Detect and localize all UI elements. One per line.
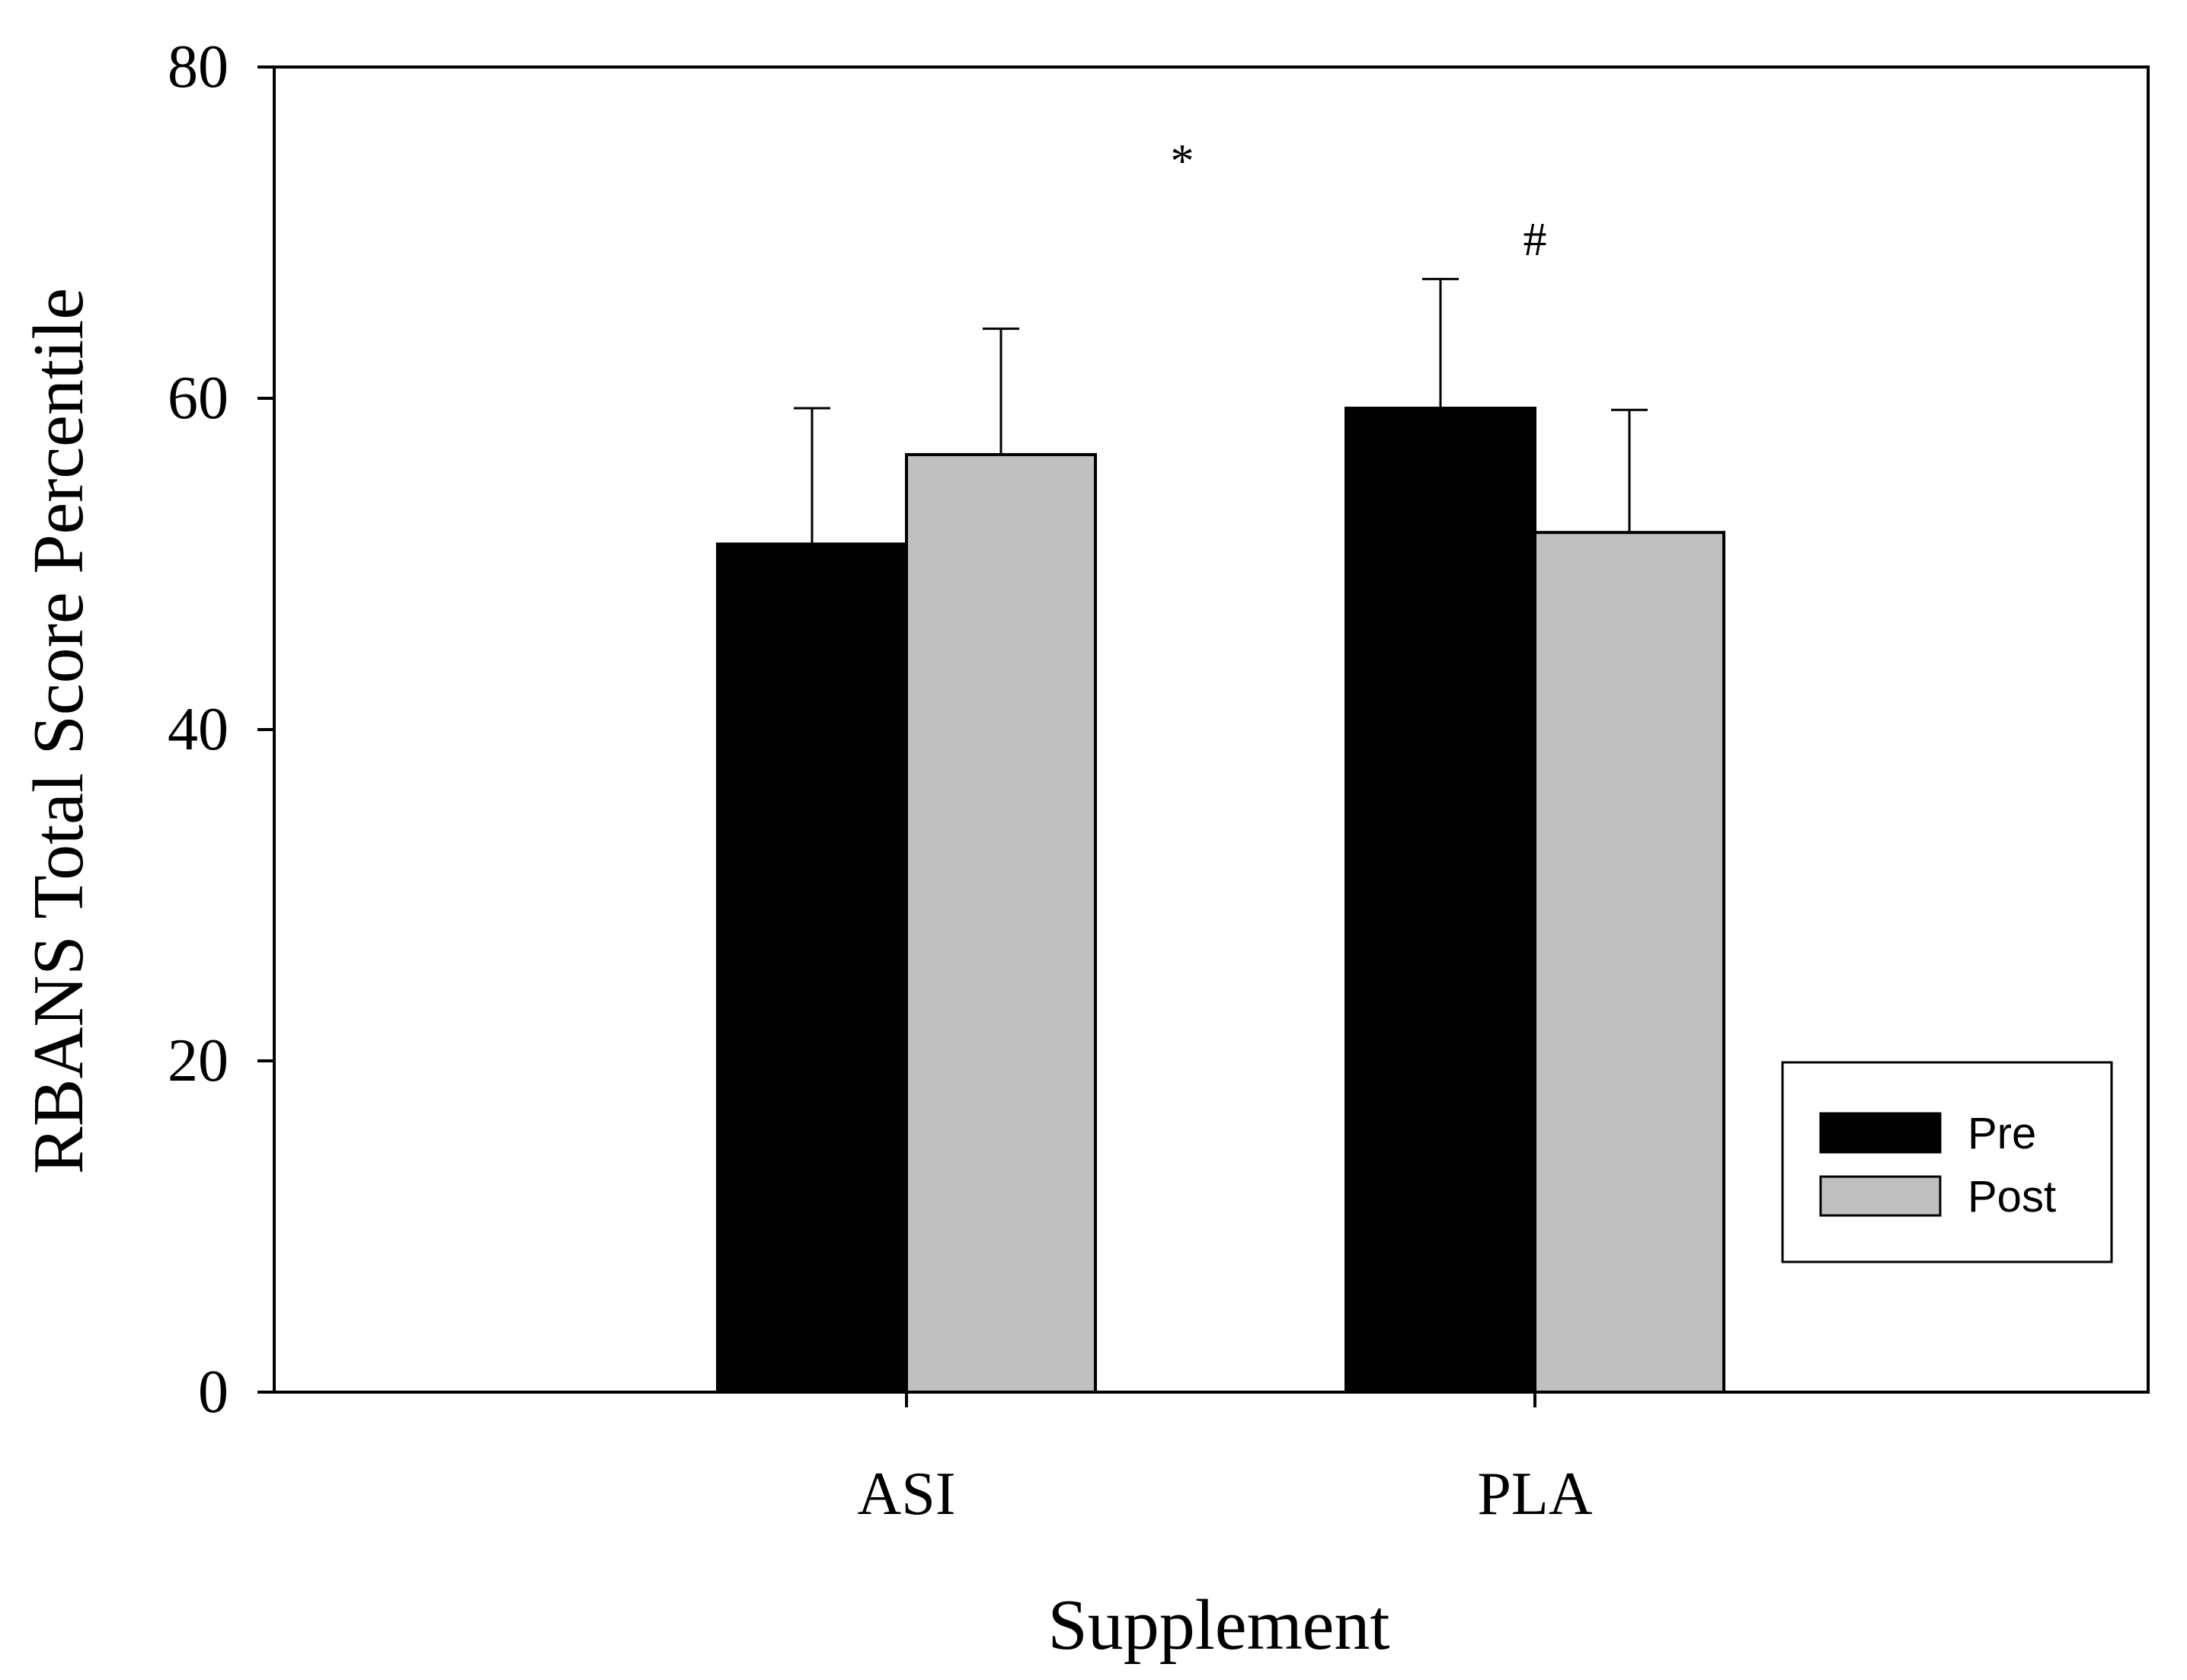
- x-tick-label-pla: PLA: [1477, 1461, 1592, 1528]
- bar-post-pla: [1533, 531, 1725, 1394]
- bar-post-asi: [905, 452, 1097, 1394]
- y-axis-label: RBANS Total Score Percentile: [19, 288, 98, 1174]
- legend-swatch-pre: [1819, 1112, 1942, 1154]
- annotation-hash: #: [1524, 214, 1547, 266]
- y-tick-label: 80: [168, 34, 229, 101]
- error-bars: [794, 277, 1648, 545]
- y-tick-label: 60: [168, 365, 229, 432]
- y-tick-label: 0: [198, 1359, 229, 1426]
- legend-label-pre: Pre: [1968, 1109, 2036, 1158]
- y-tick-label: 40: [168, 696, 229, 763]
- y-tick-label: 20: [168, 1027, 229, 1094]
- legend-label-post: Post: [1968, 1172, 2056, 1222]
- legend-swatch-post: [1819, 1175, 1942, 1217]
- bars: [716, 407, 1725, 1394]
- bar-pre-asi: [716, 542, 908, 1394]
- legend-box: [1781, 1061, 2113, 1263]
- legend: Pre Post: [1781, 1061, 2113, 1263]
- x-axis-label: Supplement: [1047, 1586, 1389, 1665]
- bar-pre-pla: [1344, 407, 1536, 1394]
- y-axis-ticks: 0 20 40 60 80: [168, 34, 274, 1426]
- annotation-asterisk: *: [1171, 136, 1194, 187]
- x-tick-label-asi: ASI: [858, 1461, 956, 1528]
- plot-frame: [273, 65, 2150, 1394]
- x-axis-ticks: [905, 1392, 1536, 1407]
